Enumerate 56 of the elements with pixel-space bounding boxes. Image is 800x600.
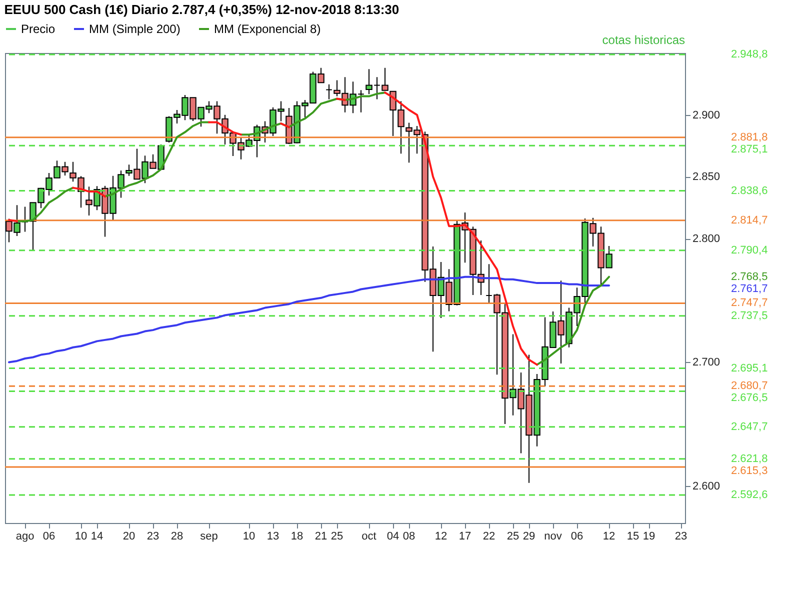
x-tick-label: 12 <box>434 530 448 542</box>
x-tick-label: 14 <box>90 530 104 542</box>
x-tick-label: 15 <box>626 530 640 542</box>
ref-line-label: 2.790,4 <box>731 244 768 256</box>
y-tick-label: 2.900 <box>692 109 720 122</box>
text: 2.768,5 <box>731 270 768 283</box>
x-tick-label: 13 <box>266 530 280 542</box>
ref-line-label: 2.647,7 <box>731 420 768 433</box>
ref-line-label: 2.838,6 <box>731 184 768 197</box>
x-tick-label: 25 <box>330 530 344 542</box>
ref-line-label: 2.676,5 <box>731 392 768 404</box>
y-tick-label: 2.800 <box>692 233 720 246</box>
x-tick-label: 28 <box>170 530 184 542</box>
legend-label: Precio <box>21 22 56 36</box>
ref-line-label: 2.948,8 <box>731 48 768 60</box>
ref-line-label: 2.592,6 <box>731 489 768 502</box>
x-tick-label: 20 <box>122 530 136 542</box>
x-tick-label: 29 <box>522 530 536 542</box>
y-tick-label: 2.850 <box>692 171 720 184</box>
x-tick-label: 21 <box>314 530 328 542</box>
y-tick-label: 2.600 <box>692 480 720 492</box>
ref-line-label: 2.881,8 <box>731 131 768 144</box>
ref-line-label: 2.615,3 <box>731 464 768 477</box>
x-tick-label: 08 <box>402 530 416 542</box>
text: cotas historicas <box>602 33 685 47</box>
ref-line-label: 2.621,8 <box>731 452 768 465</box>
x-tick-label: nov <box>544 530 562 542</box>
x-tick-label: oct <box>362 530 376 542</box>
x-tick-label: 06 <box>42 530 56 542</box>
ref-line-label: 2.737,5 <box>731 310 768 322</box>
y-tick-label: 2.700 <box>692 356 720 369</box>
text: 2.761,7 <box>731 282 768 295</box>
chart-title: EEUU 500 Cash (1€) Diario 2.787,4 (+0,35%) 12-nov-2018 8:13:30 <box>4 2 400 17</box>
x-tick-label: 23 <box>674 530 688 542</box>
x-tick-label: 17 <box>458 530 472 542</box>
x-tick-label: 23 <box>146 530 160 542</box>
ref-line-label: 2.875,1 <box>731 143 768 156</box>
x-tick-label: ago <box>16 530 34 542</box>
legend-label: MM (Exponencial 8) <box>214 22 321 36</box>
x-tick-label: 18 <box>290 530 304 542</box>
x-tick-label: 10 <box>74 530 88 542</box>
candlestick <box>22 206 28 232</box>
x-tick-label: 12 <box>602 530 616 542</box>
x-tick-label: 25 <box>506 530 520 542</box>
x-tick-label: sep <box>200 530 218 542</box>
ref-line-label: 2.680,7 <box>731 380 768 392</box>
ref-line-label: 2.695,1 <box>731 362 768 374</box>
x-tick-label: 04 <box>386 530 400 542</box>
x-tick-label: 22 <box>482 530 496 542</box>
ref-line-label: 2.747,7 <box>731 297 768 310</box>
x-tick-label: 19 <box>642 530 656 542</box>
x-tick-label: 06 <box>570 530 584 542</box>
legend-label: MM (Simple 200) <box>89 22 180 36</box>
ref-line-label: 2.814,7 <box>731 214 768 226</box>
x-tick-label: 10 <box>242 530 256 542</box>
candlestick <box>326 84 332 100</box>
